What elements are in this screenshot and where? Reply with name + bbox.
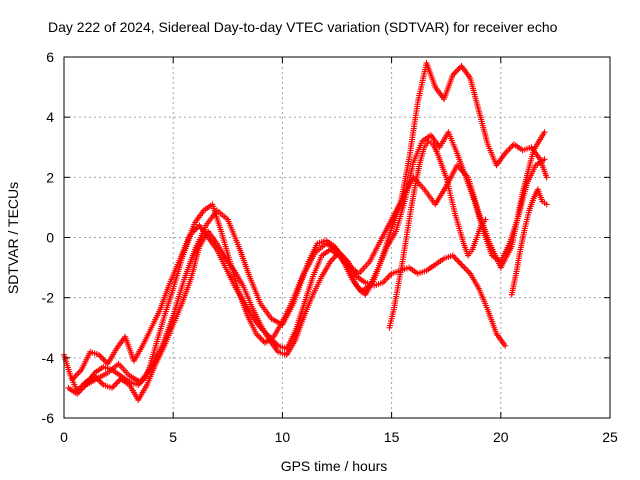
data-point [464, 267, 471, 274]
data-point [110, 383, 117, 390]
data-point [461, 264, 468, 271]
data-point [455, 66, 462, 73]
x-tick-label: 20 [493, 429, 509, 445]
data-point [543, 174, 550, 181]
data-point [506, 145, 513, 152]
data-point [451, 254, 458, 261]
data-point [100, 356, 107, 363]
data-point [384, 275, 391, 282]
data-point [543, 201, 550, 208]
x-tick-label: 25 [602, 429, 618, 445]
data-point [452, 69, 459, 76]
data-point [541, 156, 548, 163]
x-tick-label: 10 [275, 429, 291, 445]
data-series [82, 129, 548, 388]
x-tick-label: 5 [169, 429, 177, 445]
plot-frame [63, 56, 611, 419]
y-tick-label: 2 [46, 169, 54, 185]
data-point [385, 273, 392, 280]
data-point [330, 255, 337, 262]
data-point [458, 261, 465, 268]
y-tick-label: -4 [42, 350, 55, 366]
data-point [98, 354, 105, 361]
data-point [74, 371, 81, 378]
data-point [505, 147, 512, 154]
x-tick-label: 15 [384, 429, 400, 445]
data-point [382, 276, 389, 283]
data-point [256, 333, 263, 340]
data-point [257, 335, 264, 342]
y-tick-label: 0 [46, 230, 54, 246]
x-axis-label: GPS time / hours [281, 458, 388, 474]
y-tick-label: -2 [42, 290, 55, 306]
data-point [482, 216, 489, 223]
data-series [69, 129, 548, 382]
data-point [457, 260, 464, 267]
data-point [78, 386, 85, 393]
x-tick-label: 0 [60, 429, 68, 445]
data-point [462, 266, 469, 273]
data-point [113, 380, 120, 387]
data-point [459, 263, 466, 270]
data-series [508, 186, 550, 298]
data-point [101, 357, 108, 364]
grid [64, 57, 610, 418]
data-point [79, 384, 86, 391]
y-axis-label: SDTVAR / TECUs [5, 182, 21, 294]
data-series [386, 138, 489, 331]
data-point [502, 342, 509, 349]
data-point [503, 148, 510, 155]
data-points [61, 60, 550, 403]
axis-ticks: 0 5 10 15 20 25 -6 -4 -2 0 2 4 6 [42, 49, 618, 445]
data-point [454, 67, 461, 74]
data-point [541, 129, 548, 136]
y-tick-label: 6 [46, 49, 54, 65]
y-tick-label: 4 [46, 109, 54, 125]
data-point [455, 258, 462, 265]
data-series [65, 60, 550, 397]
y-tick-label: -6 [42, 410, 55, 426]
chart-title: Day 222 of 2024, Sidereal Day-to-day VTE… [48, 19, 558, 35]
data-point [454, 257, 461, 264]
data-point [75, 369, 82, 376]
